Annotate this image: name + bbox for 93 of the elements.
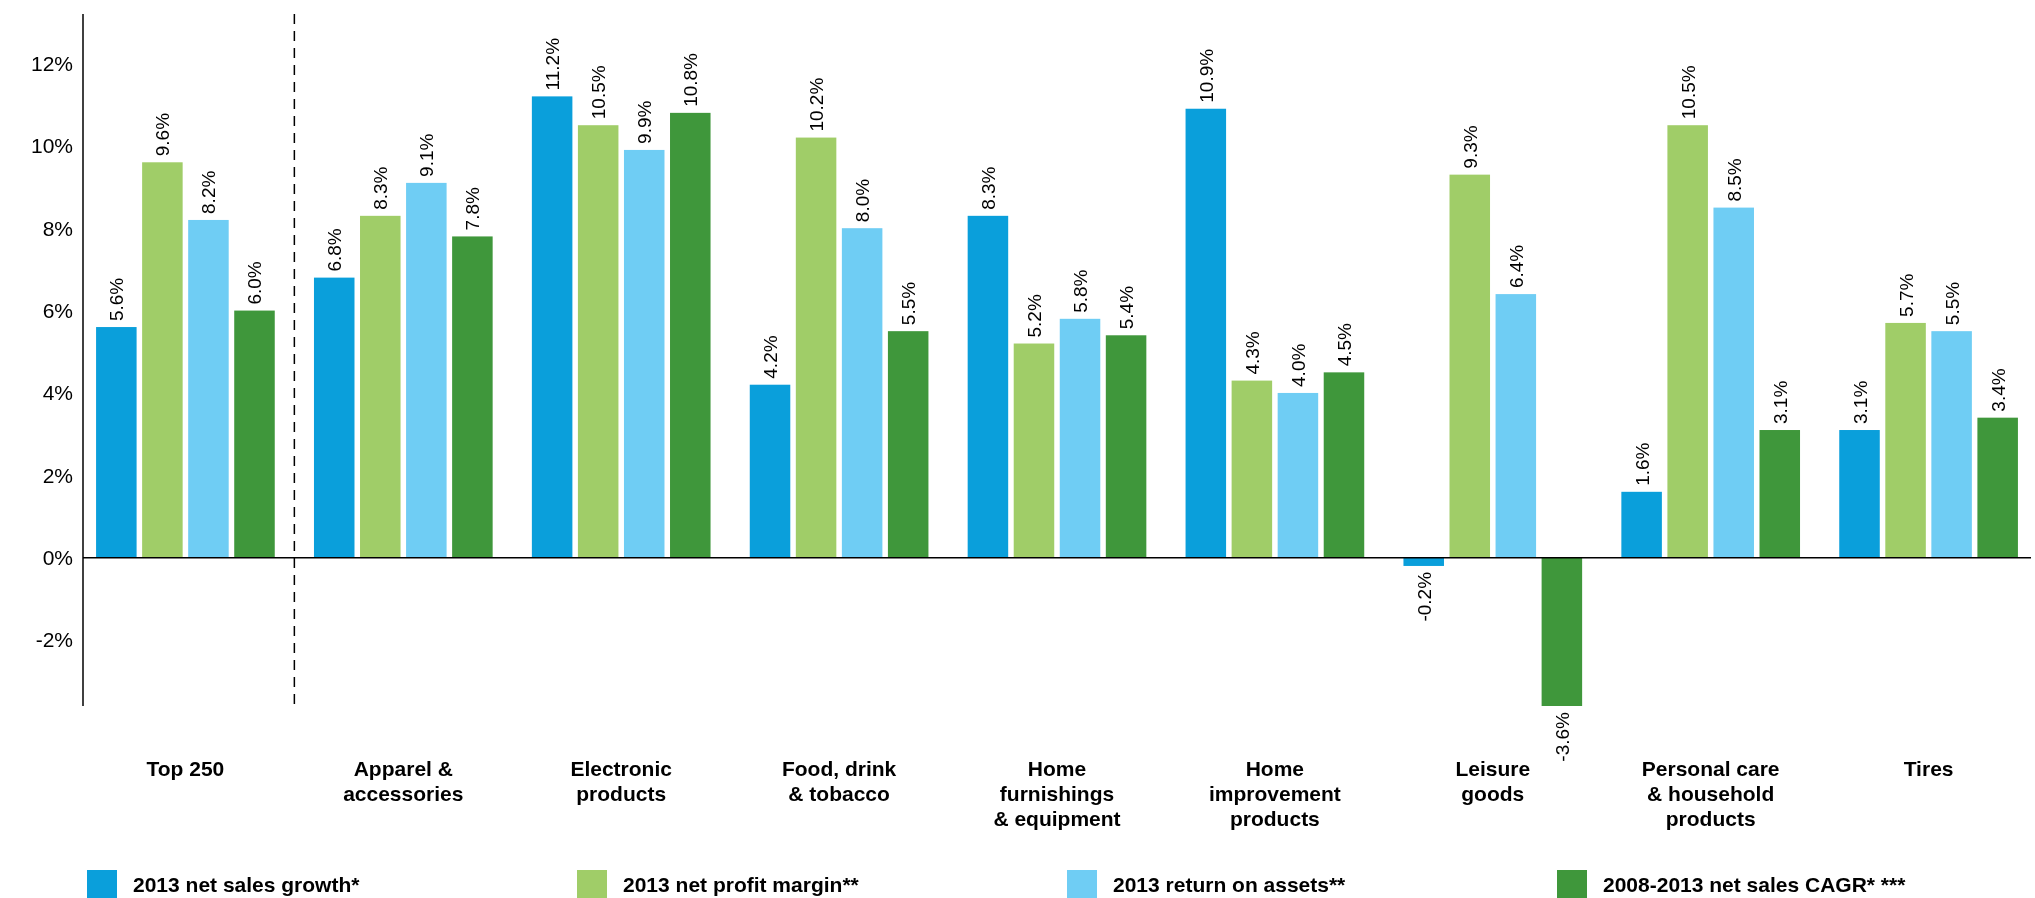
data-label: 5.5%: [898, 281, 920, 326]
bar: [1667, 125, 1708, 558]
data-label: 9.3%: [1459, 125, 1481, 169]
data-label: 3.1%: [1769, 380, 1791, 425]
bar: [1931, 331, 1972, 558]
bar: [1541, 557, 1583, 706]
data-label: 9.9%: [634, 100, 656, 144]
y-tick-label: -2%: [35, 628, 73, 652]
bar: [749, 384, 791, 558]
bar: [234, 310, 275, 558]
data-label: 8.5%: [1723, 158, 1745, 202]
data-label: 9.6%: [152, 112, 174, 157]
bar: [360, 215, 401, 558]
bar: [1885, 322, 1926, 558]
bar: [1839, 430, 1880, 558]
data-label: 5.8%: [1070, 269, 1092, 313]
x-tick-label: Personal care & household products: [1641, 757, 1780, 830]
bar: [1977, 417, 2018, 558]
data-label: 8.0%: [852, 178, 874, 223]
data-label: 3.4%: [1987, 368, 2009, 412]
data-label: 4.0%: [1287, 343, 1309, 387]
data-label: 6.4%: [1505, 244, 1527, 289]
data-label: 5.5%: [1941, 281, 1963, 326]
data-label: 10.9%: [1195, 48, 1217, 103]
x-tick-label: Food, drink & tobacco: [781, 757, 897, 805]
x-tick-label: Electronic products: [570, 757, 673, 805]
bar: [1403, 557, 1444, 566]
bar: [841, 228, 883, 558]
data-label: 5.7%: [1895, 273, 1917, 317]
legend-label: 2008-2013 net sales CAGR* ***: [1603, 873, 1907, 897]
bar: [531, 96, 573, 558]
data-label: 10.2%: [806, 77, 828, 132]
data-label: 8.3%: [977, 166, 999, 210]
bar: [1323, 372, 1365, 558]
data-label: 4.2%: [760, 335, 782, 379]
data-label: 4.3%: [1241, 331, 1263, 375]
data-label: 9.1%: [416, 133, 438, 177]
data-label: -0.2%: [1413, 571, 1435, 622]
bar: [1759, 430, 1801, 558]
bar: [1059, 318, 1101, 558]
data-label: 6.8%: [324, 228, 346, 272]
bar: [1105, 335, 1147, 558]
bar: [795, 137, 837, 558]
data-label: 5.2%: [1023, 294, 1045, 338]
x-tick-label: Home furnishings & equipment: [993, 757, 1121, 830]
data-label: 3.1%: [1849, 380, 1871, 425]
bar: [1495, 294, 1537, 558]
bar: [1185, 108, 1227, 558]
bar: [1231, 380, 1273, 558]
y-tick-label: 12%: [30, 51, 73, 75]
y-tick-label: 2%: [42, 463, 73, 487]
legend-label: 2013 net sales growth*: [133, 873, 361, 897]
bar: [188, 219, 229, 558]
y-tick-label: 10%: [30, 134, 73, 158]
x-tick-label: Tires: [1903, 757, 1954, 780]
x-tick-label: Apparel & accessories: [343, 757, 464, 805]
bar: [577, 125, 619, 558]
bar: [1713, 207, 1754, 558]
data-label: 8.3%: [370, 166, 392, 210]
data-label: -3.6%: [1551, 711, 1573, 762]
data-label: 4.5%: [1333, 322, 1355, 367]
data-label: 10.5%: [588, 65, 610, 120]
bar: [887, 331, 929, 558]
y-tick-label: 6%: [42, 298, 73, 322]
bar: [1277, 392, 1319, 558]
bar: [1449, 174, 1491, 558]
data-label: 10.5%: [1677, 65, 1699, 120]
data-label: 10.8%: [680, 52, 702, 107]
bar: [313, 277, 355, 558]
bar: [452, 236, 493, 558]
data-label: 11.2%: [542, 37, 564, 91]
bar: [623, 149, 665, 558]
bar: [1013, 343, 1055, 558]
legend-label: 2013 net profit margin**: [623, 873, 860, 897]
data-label: 5.6%: [106, 277, 128, 322]
y-tick-label: 0%: [42, 546, 73, 570]
bar: [142, 162, 183, 558]
bar: [967, 215, 1009, 558]
y-tick-label: 8%: [42, 216, 73, 240]
data-label: 6.0%: [244, 261, 266, 305]
data-label: 8.2%: [198, 170, 220, 214]
x-tick-label: Top 250: [146, 757, 225, 780]
data-label: 1.6%: [1631, 442, 1653, 486]
bar: [670, 112, 711, 558]
x-tick-label: Home improvement products: [1208, 757, 1341, 830]
y-tick-label: 4%: [42, 381, 73, 405]
legend-label: 2013 return on assets**: [1113, 873, 1347, 897]
bar: [406, 182, 447, 558]
bar: [96, 327, 137, 558]
data-label: 7.8%: [462, 187, 484, 231]
data-label: 5.4%: [1116, 285, 1138, 330]
bar: [1621, 491, 1662, 558]
x-tick-label: Leisure goods: [1455, 757, 1531, 805]
